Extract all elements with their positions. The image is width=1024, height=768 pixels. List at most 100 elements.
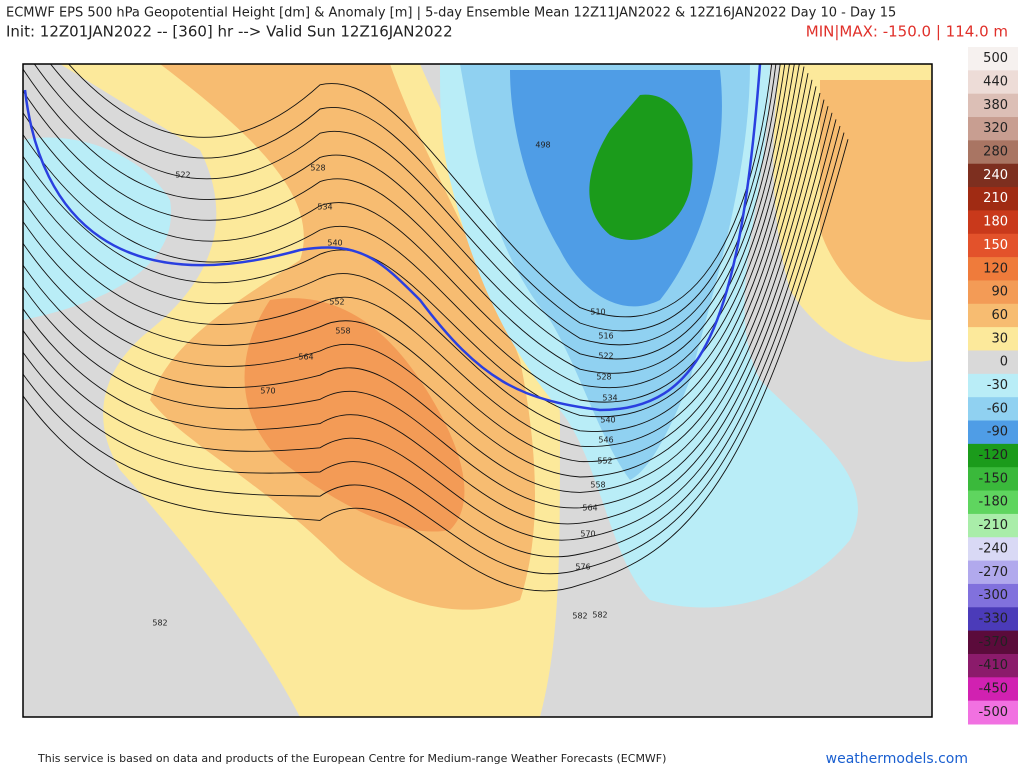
colorbar-swatch <box>968 187 1018 211</box>
colorbar-label: 240 <box>983 168 1008 183</box>
colorbar-swatch <box>968 397 1018 422</box>
colorbar-label: 320 <box>983 121 1008 136</box>
contour-label: 516 <box>598 332 613 341</box>
contour-label: 540 <box>600 416 615 425</box>
colorbar-label: -300 <box>978 588 1008 603</box>
contour-line <box>23 139 849 592</box>
contour-line <box>23 112 833 525</box>
colorbar-swatch <box>968 677 1018 702</box>
colorbar-label: 60 <box>991 308 1008 323</box>
contour-line <box>23 132 845 575</box>
colorbar-label: 280 <box>983 145 1008 160</box>
colorbar-label: -500 <box>978 705 1008 720</box>
contour-line <box>23 66 805 418</box>
contour-label: 582 <box>152 619 167 628</box>
contour-label: 570 <box>580 530 595 539</box>
contour-label: 558 <box>590 481 605 490</box>
colorbar: 500 440 380 320 280 240 210 180 150 120 90 60 30 0 -30… <box>968 47 1018 725</box>
contour-labels: 522 528 534 540 552 558 564 570 582 498 510 516 522 5… <box>152 141 617 628</box>
contour-line <box>23 99 825 493</box>
contour-label: 528 <box>596 373 611 382</box>
contour-line <box>50 64 777 332</box>
contour-label: 552 <box>597 457 612 466</box>
contour-label: 576 <box>575 563 590 572</box>
contour-line <box>23 64 786 360</box>
init-line: Init: 12Z01JAN2022 -- [360] hr --> Valid… <box>6 23 453 41</box>
colorbar-label: 90 <box>991 285 1008 300</box>
contour-label: 564 <box>298 353 313 362</box>
colorbar-swatch <box>968 233 1018 258</box>
contour-label: 546 <box>598 436 613 445</box>
contour-label: 510 <box>590 308 605 317</box>
colorbar-swatch <box>968 467 1018 492</box>
colorbar-swatch <box>968 47 1018 71</box>
contour-line <box>23 106 829 509</box>
contour-line <box>23 86 817 463</box>
contour-line <box>23 73 809 432</box>
colorbar-swatch <box>968 257 1018 281</box>
colorbar-swatch <box>968 210 1018 235</box>
colorbar-swatch <box>968 700 1018 725</box>
contour-label: 534 <box>602 394 617 403</box>
contour-label: 582 <box>592 611 607 620</box>
colorbar-label: -370 <box>978 635 1008 650</box>
colorbar-swatch <box>968 490 1018 515</box>
contour-label: 564 <box>582 504 597 513</box>
colorbar-swatch <box>968 513 1018 538</box>
contour-label: 552 <box>329 298 344 307</box>
height-contours <box>23 64 849 592</box>
colorbar-label: -240 <box>978 541 1008 556</box>
contour-label: 498 <box>535 141 550 150</box>
colorbar-swatch <box>968 303 1018 328</box>
contour-label: 540 <box>327 239 342 248</box>
colorbar-label: -330 <box>978 611 1008 626</box>
colorbar-label: 150 <box>983 238 1008 253</box>
contour-line <box>23 79 813 447</box>
colorbar-swatch <box>968 560 1018 585</box>
map-frame <box>22 63 933 718</box>
colorbar-label: -410 <box>978 658 1008 673</box>
colorbar-swatch <box>968 420 1018 445</box>
colorbar-label: 180 <box>983 215 1008 230</box>
contour-label: 528 <box>310 164 325 173</box>
colorbar-label: -450 <box>978 681 1008 696</box>
contour-540 <box>23 64 762 412</box>
colorbar-label: -120 <box>978 448 1008 463</box>
colorbar-swatch <box>968 70 1018 95</box>
contour-line <box>23 119 837 541</box>
colorbar-swatch <box>968 117 1018 141</box>
colorbar-label: 0 <box>1000 355 1008 370</box>
contour-label: 534 <box>317 203 332 212</box>
contour-label: 582 <box>572 612 587 621</box>
colorbar-swatch <box>968 327 1018 351</box>
colorbar-label: -30 <box>987 378 1008 393</box>
min-max: MIN|MAX: -150.0 | 114.0 m <box>806 23 1008 41</box>
colorbar-swatch <box>968 653 1018 678</box>
colorbar-swatch <box>968 630 1018 655</box>
contour-line <box>23 64 800 403</box>
colorbar-label: -150 <box>978 471 1008 486</box>
contour-label: 570 <box>260 387 275 396</box>
colorbar-swatch <box>968 350 1018 375</box>
title: ECMWF EPS 500 hPa Geopotential Height [d… <box>6 6 896 21</box>
colorbar-swatch <box>968 583 1018 608</box>
colorbar-swatch <box>968 140 1018 165</box>
contour-line <box>68 64 773 318</box>
colorbar-label: -210 <box>978 518 1008 533</box>
contour-line <box>23 64 795 389</box>
colorbar-label: 210 <box>983 191 1008 206</box>
colorbar-swatch <box>968 607 1018 632</box>
colorbar-swatch <box>968 280 1018 305</box>
contour-label: 522 <box>175 171 190 180</box>
site-link[interactable]: weathermodels.com <box>826 751 968 767</box>
colorbar-swatch <box>968 93 1018 118</box>
map: 522 528 534 540 552 558 564 570 582 498 510 516 522 5… <box>23 64 932 717</box>
contour-label: 522 <box>598 352 613 361</box>
credit: This service is based on data and produc… <box>37 752 666 765</box>
colorbar-label: 30 <box>991 331 1008 346</box>
colorbar-label: 440 <box>983 75 1008 90</box>
contour-line <box>23 125 841 558</box>
colorbar-swatch <box>968 537 1018 562</box>
